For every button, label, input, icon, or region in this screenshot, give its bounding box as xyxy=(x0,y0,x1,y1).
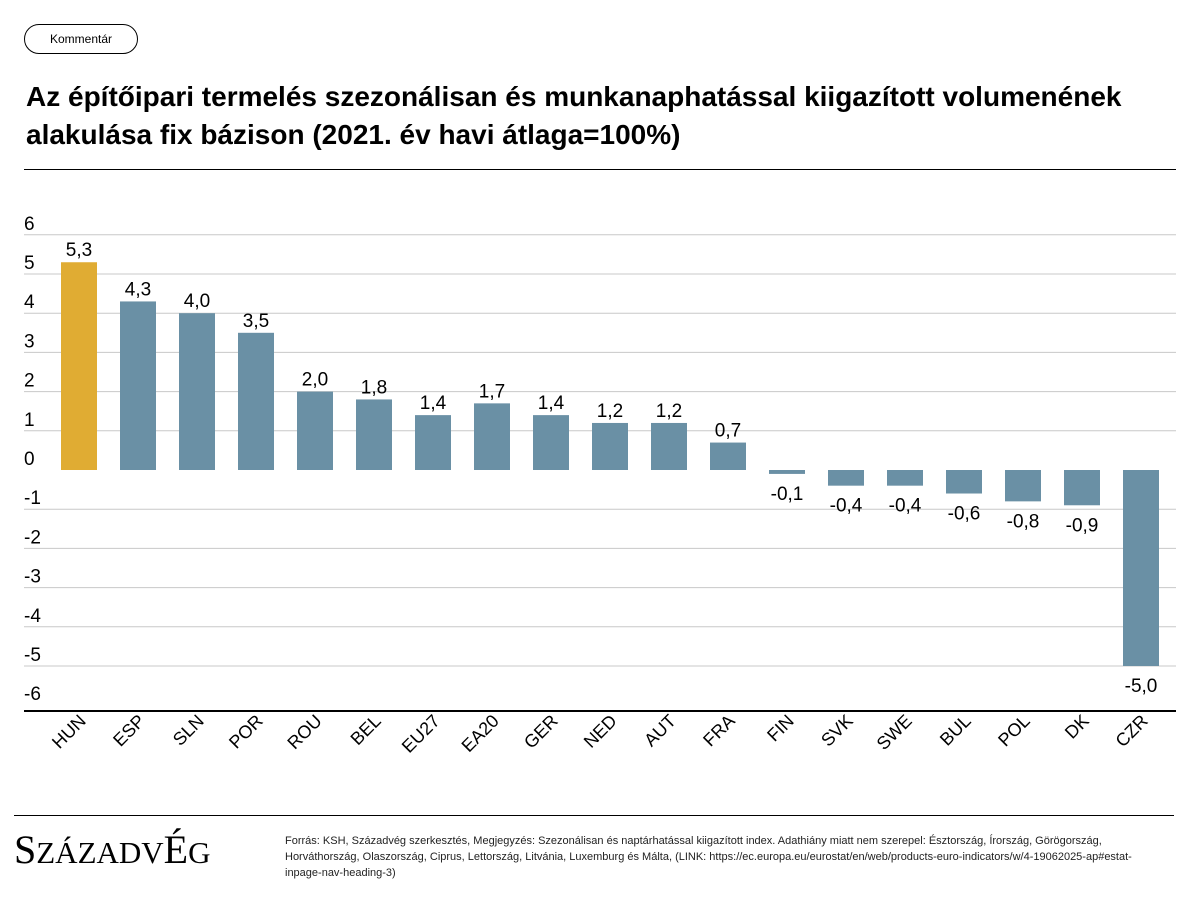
bottom-divider xyxy=(14,815,1174,816)
y-tick-label: 5 xyxy=(24,253,35,274)
x-tick-label: EA20 xyxy=(458,711,503,756)
bar-czr xyxy=(1123,470,1159,666)
x-tick-label: SVK xyxy=(817,711,857,751)
source-note: Forrás: KSH, Századvég szerkesztés, Megj… xyxy=(285,835,1132,879)
x-tick-label: HUN xyxy=(48,711,90,753)
y-tick-label: -5 xyxy=(24,645,41,666)
bar-aut xyxy=(651,422,687,470)
bar-svk xyxy=(828,470,864,486)
bar-por xyxy=(238,332,274,470)
data-label: -0,1 xyxy=(771,484,804,505)
top-divider xyxy=(24,169,1176,170)
bar-pol xyxy=(1005,470,1041,502)
x-tick-label: AUT xyxy=(640,711,680,751)
x-tick-label: FIN xyxy=(763,711,798,746)
bar-dk xyxy=(1064,470,1100,506)
y-tick-label: -1 xyxy=(24,488,41,509)
bar-bel xyxy=(356,399,392,470)
data-label: -0,4 xyxy=(889,496,922,517)
x-tick-label: SWE xyxy=(873,711,916,754)
x-tick-label: GER xyxy=(520,711,562,753)
y-tick-label: -2 xyxy=(24,527,41,548)
data-label: -0,9 xyxy=(1066,515,1099,536)
bar-hun xyxy=(61,262,97,470)
data-label: 1,8 xyxy=(361,377,387,398)
data-label: -5,0 xyxy=(1125,676,1158,697)
x-tick-label: FRA xyxy=(699,711,739,751)
data-label: 1,4 xyxy=(538,393,565,414)
bar-eu27 xyxy=(415,415,451,470)
x-tick-label: POL xyxy=(994,711,1034,751)
x-tick-label: ROU xyxy=(283,711,325,753)
data-label: 4,0 xyxy=(184,291,210,312)
x-tick-label: SLN xyxy=(169,711,208,750)
comment-button[interactable]: Kommentár xyxy=(24,24,138,54)
x-tick-label: DK xyxy=(1061,711,1093,743)
data-label: 4,3 xyxy=(125,279,151,300)
data-label: 3,5 xyxy=(243,311,269,332)
x-tick-label: EU27 xyxy=(398,711,444,757)
data-label: 5,3 xyxy=(66,240,92,261)
data-label: 0,7 xyxy=(715,421,741,442)
bar-esp xyxy=(120,301,156,470)
bar-sln xyxy=(179,313,215,470)
y-tick-label: 1 xyxy=(24,410,35,431)
x-tick-label: BUL xyxy=(936,711,975,750)
bar-rou xyxy=(297,391,333,470)
y-tick-label: 6 xyxy=(24,214,35,235)
x-tick-label: CZR xyxy=(1112,711,1152,751)
bar-ned xyxy=(592,422,628,470)
bar-fin xyxy=(769,470,805,474)
y-tick-label: 0 xyxy=(24,449,35,470)
y-tick-label: 2 xyxy=(24,371,35,392)
y-tick-label: -6 xyxy=(24,684,41,705)
y-tick-label: 3 xyxy=(24,331,35,352)
bar-chart: 6 5 4 3 2 1 0 -1 -2 -3 -4 -5 -6 5,3 HUN 4,3 ESP 4,0 SLN 3,5… xyxy=(24,214,1176,757)
data-label: -0,8 xyxy=(1007,511,1040,532)
data-label: 1,7 xyxy=(479,381,505,402)
data-label: 1,2 xyxy=(597,401,623,422)
x-tick-label: POR xyxy=(225,711,267,753)
data-label: -0,6 xyxy=(948,504,981,525)
bar-ea20 xyxy=(474,403,510,470)
x-tick-label: ESP xyxy=(109,711,149,751)
data-label: 1,4 xyxy=(420,393,447,414)
szazadveg-logo: SZÁZADVÉG xyxy=(14,827,211,872)
bar-ger xyxy=(533,415,569,470)
y-tick-label: 4 xyxy=(24,292,35,313)
data-label: 1,2 xyxy=(656,401,682,422)
bar-fra xyxy=(710,442,746,470)
y-tick-label: -3 xyxy=(24,567,41,588)
bar-swe xyxy=(887,470,923,486)
bar-bul xyxy=(946,470,982,494)
chart-title: Az építőipari termelés szezonálisan és m… xyxy=(26,81,1122,150)
data-label: 2,0 xyxy=(302,370,328,391)
y-tick-label: -4 xyxy=(24,606,41,627)
x-tick-label: BEL xyxy=(347,711,385,749)
data-label: -0,4 xyxy=(830,496,863,517)
x-tick-label: NED xyxy=(580,711,621,752)
